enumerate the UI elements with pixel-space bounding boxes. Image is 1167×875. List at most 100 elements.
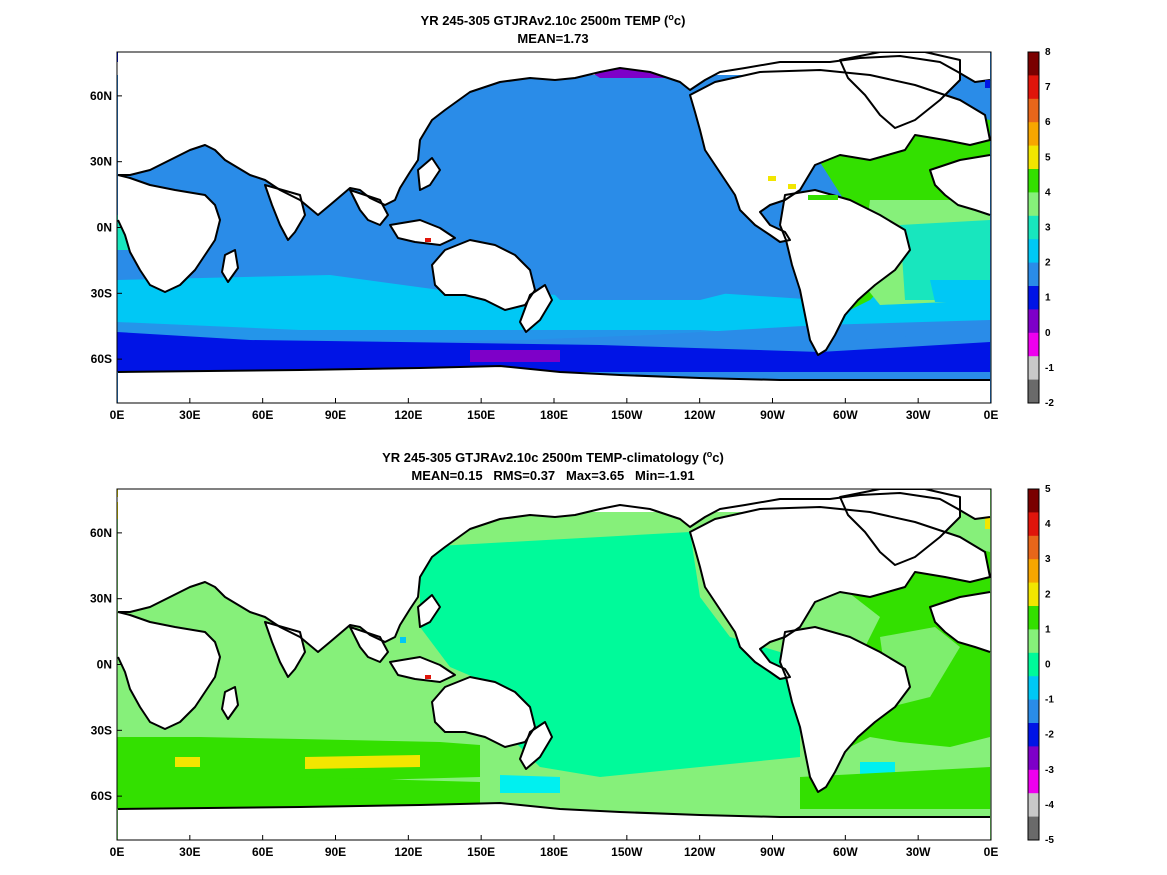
bot-colorbar-tick-label: -3: [1045, 765, 1054, 776]
top-colorbar-tick-label: 1: [1045, 293, 1051, 304]
top-map: [116, 51, 992, 404]
top-colorbar-tick-label: 0: [1045, 328, 1051, 339]
top-y-tick-label: 0N: [97, 221, 112, 235]
top-colorbar-swatch: [1028, 52, 1039, 76]
bot-x-tick-label: 0E: [984, 845, 999, 859]
bot-colorbar-tick-label: -2: [1045, 730, 1054, 741]
top-colorbar-tick-label: 6: [1045, 117, 1051, 128]
top-x-tick-label: 150E: [467, 408, 495, 422]
bot-x-tick-label: 30W: [906, 845, 931, 859]
top-colorbar-tick-label: -2: [1045, 398, 1054, 409]
bot-colorbar-tick-label: 1: [1045, 624, 1051, 635]
top-colorbar-swatch: [1028, 122, 1039, 147]
top-x-tick-label: 0E: [984, 408, 999, 422]
top-colorbar-swatch: [1028, 169, 1039, 193]
top-colorbar-tick-label: -1: [1045, 363, 1054, 374]
bot-x-tick-label: 30E: [179, 845, 200, 859]
bot-x-tick-label: 90W: [760, 845, 785, 859]
bot-colorbar-swatch: [1028, 606, 1039, 630]
top-colorbar-swatch: [1028, 239, 1039, 264]
bottom-y-axis: 60N 30N 0N 30S 60S: [90, 526, 122, 803]
bot-colorbar-swatch: [1028, 582, 1039, 607]
bot-colorbar-tick-label: 2: [1045, 589, 1051, 600]
bot-x-tick-label: 180E: [540, 845, 568, 859]
bottom-panel: YR 245-305 GTJRAv2.10c 2500m TEMP-climat…: [90, 449, 1054, 859]
bot-colorbar-swatch: [1028, 746, 1039, 771]
bot-colorbar-tick-label: 4: [1045, 519, 1051, 530]
top-x-tick-label: 150W: [611, 408, 643, 422]
top-y-tick-label: 60S: [91, 352, 112, 366]
top-colorbar-swatch: [1028, 192, 1039, 217]
top-colorbar-swatch: [1028, 379, 1039, 404]
bottom-map: [116, 488, 992, 841]
top-colorbar-tick-label: 2: [1045, 258, 1051, 269]
bot-colorbar-swatch: [1028, 676, 1039, 701]
bot-y-tick-label: 30S: [91, 723, 112, 737]
bot-colorbar-tick-label: -4: [1045, 800, 1054, 811]
top-y-tick-label: 30N: [90, 155, 112, 169]
top-colorbar-swatch: [1028, 309, 1039, 334]
bottom-colorbar-frame: [1027, 488, 1040, 841]
top-y-tick-label: 30S: [91, 286, 112, 300]
bot-y-tick-label: 60S: [91, 789, 112, 803]
bottom-title: YR 245-305 GTJRAv2.10c 2500m TEMP-climat…: [382, 449, 724, 465]
top-x-tick-label: 90W: [760, 408, 785, 422]
top-colorbar: 8 7 6 5 4 3 2 1 0 -1 -2: [1027, 47, 1054, 409]
bot-x-tick-label: 0E: [110, 845, 125, 859]
bot-colorbar-swatch: [1028, 535, 1039, 560]
top-y-axis: 60N 30N 0N 30S 60S: [90, 89, 122, 366]
top-title: YR 245-305 GTJRAv2.10c 2500m TEMP (oc): [421, 12, 686, 28]
bot-colorbar-swatch: [1028, 723, 1039, 747]
bot-x-tick-label: 150W: [611, 845, 643, 859]
bot-colorbar-tick-label: -1: [1045, 695, 1054, 706]
bot-colorbar-swatch: [1028, 652, 1039, 677]
top-x-tick-label: 0E: [110, 408, 125, 422]
top-colorbar-tick-label: 5: [1045, 152, 1051, 163]
bot-colorbar-swatch: [1028, 816, 1039, 841]
bot-x-tick-label: 120W: [684, 845, 716, 859]
bot-x-tick-label: 120E: [394, 845, 422, 859]
bot-colorbar-tick-label: 5: [1045, 484, 1051, 495]
bot-colorbar-swatch: [1028, 559, 1039, 584]
bottom-subtitle: MEAN=0.15 RMS=0.37 Max=3.65 Min=-1.91: [411, 468, 694, 483]
bot-x-tick-label: 60E: [252, 845, 273, 859]
bot-y-tick-label: 0N: [97, 658, 112, 672]
top-colorbar-swatch: [1028, 75, 1039, 100]
top-x-tick-label: 180E: [540, 408, 568, 422]
bot-colorbar-swatch: [1028, 512, 1039, 537]
top-colorbar-swatch: [1028, 145, 1039, 170]
bot-colorbar-swatch: [1028, 629, 1039, 654]
top-colorbar-swatch: [1028, 286, 1039, 310]
top-y-tick-label: 60N: [90, 89, 112, 103]
top-x-tick-label: 60E: [252, 408, 273, 422]
bottom-colorbar: 5 4 3 2 1 0 -1 -2 -3 -4 -5: [1027, 484, 1054, 846]
top-colorbar-tick-label: 4: [1045, 187, 1051, 198]
bot-colorbar-tick-label: 0: [1045, 660, 1051, 671]
top-colorbar-swatch: [1028, 356, 1039, 381]
top-x-tick-label: 30E: [179, 408, 200, 422]
bot-colorbar-swatch: [1028, 699, 1039, 724]
top-colorbar-swatch: [1028, 98, 1039, 123]
bot-colorbar-swatch: [1028, 489, 1039, 513]
top-colorbar-frame: [1027, 51, 1040, 404]
bot-colorbar-tick-label: 3: [1045, 554, 1051, 565]
bottom-x-axis: 0E 30E 60E 90E 120E 150E 180E 150W 120W 90W 60W 30W…: [110, 835, 999, 859]
top-x-tick-label: 120E: [394, 408, 422, 422]
top-colorbar-tick-label: 8: [1045, 47, 1051, 58]
top-colorbar-swatch: [1028, 215, 1039, 240]
top-x-axis: 0E 30E 60E 90E 120E 150E 180E 150W 120W 90W 60W 30W…: [110, 398, 999, 422]
bot-x-tick-label: 60W: [833, 845, 858, 859]
top-x-tick-label: 120W: [684, 408, 716, 422]
bot-colorbar-swatch: [1028, 793, 1039, 818]
top-x-tick-label: 90E: [325, 408, 346, 422]
top-x-tick-label: 30W: [906, 408, 931, 422]
bot-y-tick-label: 60N: [90, 526, 112, 540]
bot-x-tick-label: 150E: [467, 845, 495, 859]
top-panel: YR 245-305 GTJRAv2.10c 2500m TEMP (oc) M…: [90, 12, 1054, 422]
top-colorbar-swatch: [1028, 262, 1039, 287]
top-x-tick-label: 60W: [833, 408, 858, 422]
top-colorbar-tick-label: 7: [1045, 82, 1051, 93]
bot-colorbar-tick-label: -5: [1045, 835, 1054, 846]
top-subtitle: MEAN=1.73: [517, 31, 588, 46]
